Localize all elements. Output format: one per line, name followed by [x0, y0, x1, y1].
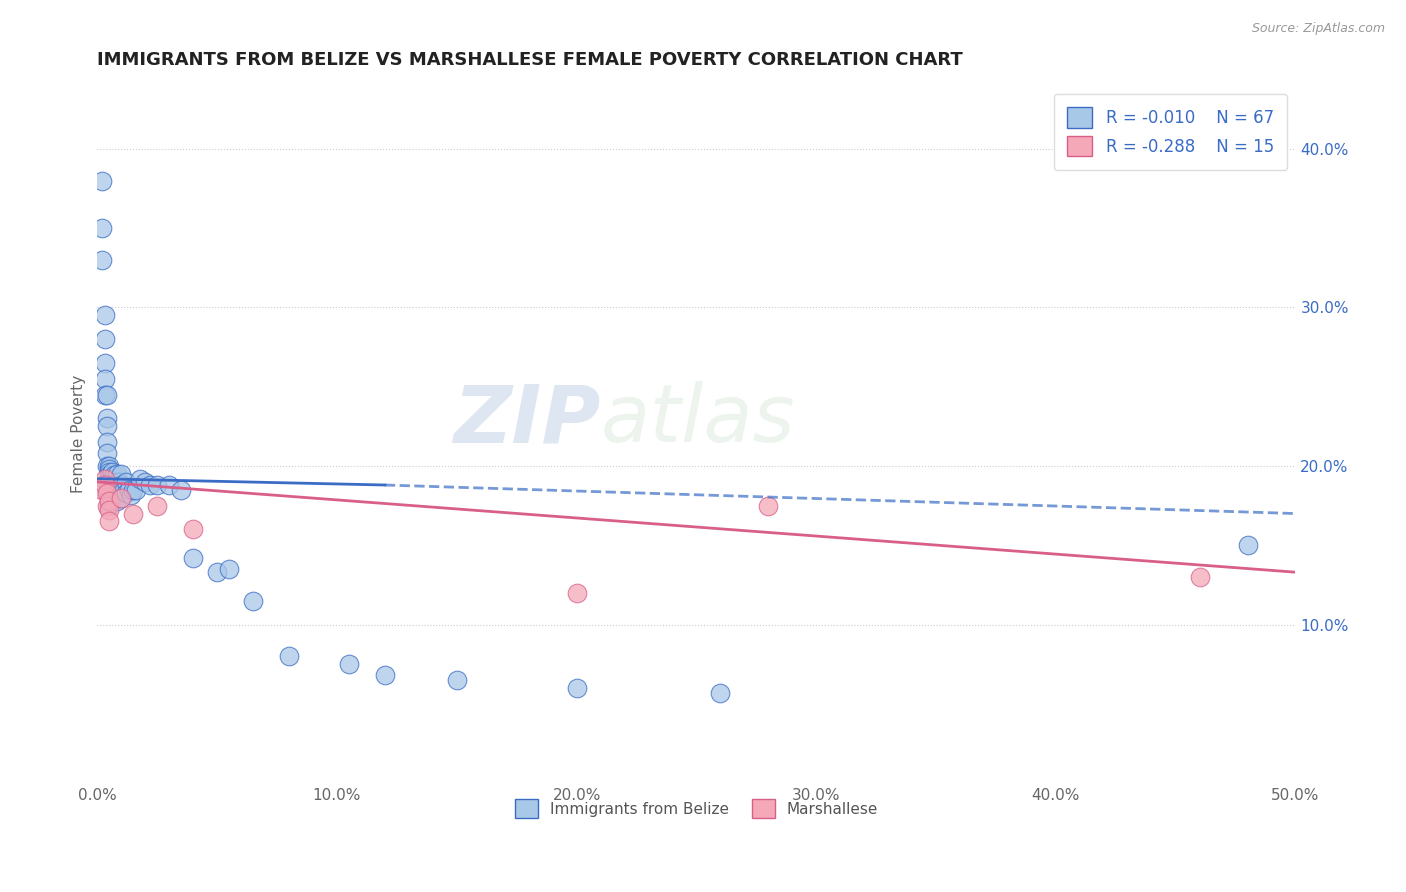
- Point: [98, 503, 121, 517]
- Point: [117, 483, 139, 497]
- Point: [105, 467, 128, 481]
- Point: [93, 356, 115, 370]
- Point: [96, 419, 118, 434]
- Point: [181, 550, 204, 565]
- Text: IMMIGRANTS FROM BELIZE VS MARSHALLESE FEMALE POVERTY CORRELATION CHART: IMMIGRANTS FROM BELIZE VS MARSHALLESE FE…: [97, 51, 963, 69]
- Point: [1236, 538, 1258, 552]
- Point: [122, 483, 145, 497]
- Point: [110, 478, 132, 492]
- Point: [91, 174, 114, 188]
- Point: [96, 486, 118, 500]
- Point: [93, 387, 115, 401]
- Point: [115, 486, 138, 500]
- Point: [756, 499, 779, 513]
- Point: [100, 466, 122, 480]
- Point: [115, 475, 138, 489]
- Point: [98, 466, 121, 480]
- Point: [110, 467, 132, 481]
- Point: [98, 472, 121, 486]
- Point: [112, 483, 135, 497]
- Point: [446, 673, 468, 687]
- Legend: Immigrants from Belize, Marshallese: Immigrants from Belize, Marshallese: [509, 793, 884, 824]
- Point: [181, 522, 204, 536]
- Point: [96, 435, 118, 450]
- Point: [218, 562, 240, 576]
- Point: [100, 472, 122, 486]
- Point: [110, 491, 132, 505]
- Text: ZIP: ZIP: [453, 381, 600, 459]
- Point: [96, 411, 118, 425]
- Point: [98, 475, 121, 489]
- Text: Source: ZipAtlas.com: Source: ZipAtlas.com: [1251, 22, 1385, 36]
- Point: [709, 686, 731, 700]
- Point: [278, 649, 301, 664]
- Point: [103, 468, 125, 483]
- Point: [93, 372, 115, 386]
- Point: [103, 475, 125, 489]
- Point: [134, 475, 156, 489]
- Point: [98, 484, 121, 499]
- Point: [108, 483, 131, 497]
- Point: [170, 483, 193, 497]
- Point: [337, 657, 360, 672]
- Point: [129, 472, 152, 486]
- Point: [91, 221, 114, 235]
- Point: [93, 332, 115, 346]
- Point: [96, 458, 118, 473]
- Text: atlas: atlas: [600, 381, 796, 459]
- Point: [103, 481, 125, 495]
- Point: [157, 478, 180, 492]
- Point: [98, 462, 121, 476]
- Point: [105, 483, 128, 497]
- Point: [242, 593, 264, 607]
- Point: [98, 478, 121, 492]
- Point: [146, 499, 169, 513]
- Y-axis label: Female Poverty: Female Poverty: [72, 376, 86, 493]
- Point: [96, 499, 118, 513]
- Point: [100, 494, 122, 508]
- Point: [93, 472, 115, 486]
- Point: [122, 507, 145, 521]
- Point: [205, 565, 228, 579]
- Point: [125, 483, 148, 497]
- Point: [96, 446, 118, 460]
- Point: [110, 491, 132, 505]
- Point: [139, 478, 162, 492]
- Point: [98, 468, 121, 483]
- Point: [105, 475, 128, 489]
- Point: [100, 478, 122, 492]
- Point: [96, 387, 118, 401]
- Point: [565, 586, 588, 600]
- Point: [98, 499, 121, 513]
- Point: [98, 481, 121, 495]
- Point: [103, 491, 125, 505]
- Point: [98, 515, 121, 529]
- Point: [98, 494, 121, 508]
- Point: [1188, 570, 1211, 584]
- Point: [120, 487, 142, 501]
- Point: [91, 483, 114, 497]
- Point: [91, 252, 114, 267]
- Point: [93, 309, 115, 323]
- Point: [374, 668, 396, 682]
- Point: [98, 458, 121, 473]
- Point: [100, 486, 122, 500]
- Point: [105, 494, 128, 508]
- Point: [146, 478, 169, 492]
- Point: [108, 475, 131, 489]
- Point: [93, 478, 115, 492]
- Point: [565, 681, 588, 695]
- Point: [98, 487, 121, 501]
